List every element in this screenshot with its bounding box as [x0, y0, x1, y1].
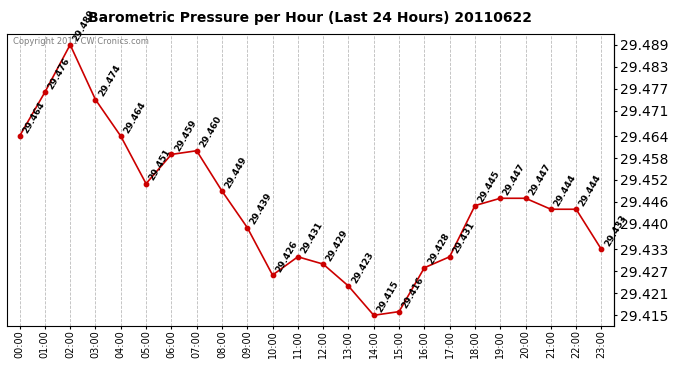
Text: 29.429: 29.429 [324, 228, 350, 263]
Point [317, 261, 328, 267]
Point [90, 96, 101, 102]
Point [14, 133, 25, 139]
Text: 29.464: 29.464 [21, 100, 46, 135]
Text: 29.415: 29.415 [375, 279, 400, 314]
Point [241, 225, 253, 231]
Point [217, 188, 228, 194]
Text: 29.444: 29.444 [578, 173, 603, 208]
Point [166, 152, 177, 157]
Point [596, 246, 607, 252]
Text: Copyright 2011 CW Cronics.com: Copyright 2011 CW Cronics.com [13, 37, 149, 46]
Point [343, 283, 354, 289]
Point [39, 89, 50, 95]
Point [141, 181, 152, 187]
Point [368, 312, 380, 318]
Text: 29.426: 29.426 [274, 239, 299, 274]
Text: 29.447: 29.447 [527, 162, 552, 197]
Point [495, 195, 506, 201]
Text: 29.476: 29.476 [46, 56, 72, 91]
Text: 29.431: 29.431 [451, 221, 476, 255]
Text: 29.445: 29.445 [476, 170, 502, 204]
Text: 29.433: 29.433 [603, 213, 628, 248]
Point [444, 254, 455, 260]
Point [115, 133, 126, 139]
Text: 29.431: 29.431 [299, 221, 324, 255]
Text: 29.464: 29.464 [122, 100, 148, 135]
Point [393, 309, 404, 315]
Text: Barometric Pressure per Hour (Last 24 Hours) 20110622: Barometric Pressure per Hour (Last 24 Ho… [88, 11, 533, 25]
Point [191, 148, 202, 154]
Text: 29.474: 29.474 [97, 63, 122, 98]
Text: 29.459: 29.459 [172, 118, 198, 153]
Text: 29.423: 29.423 [350, 250, 375, 285]
Point [469, 202, 480, 208]
Text: 29.451: 29.451 [148, 148, 172, 182]
Text: 29.444: 29.444 [552, 173, 578, 208]
Point [293, 254, 304, 260]
Point [65, 42, 76, 48]
Text: 29.449: 29.449 [224, 154, 248, 190]
Text: 29.439: 29.439 [248, 191, 274, 226]
Text: 29.447: 29.447 [502, 162, 527, 197]
Text: 29.460: 29.460 [198, 115, 223, 149]
Point [571, 206, 582, 212]
Point [419, 265, 430, 271]
Point [267, 272, 278, 278]
Text: 29.489: 29.489 [72, 9, 97, 44]
Text: 29.416: 29.416 [400, 276, 426, 310]
Text: 29.428: 29.428 [426, 232, 451, 266]
Point [520, 195, 531, 201]
Point [545, 206, 556, 212]
